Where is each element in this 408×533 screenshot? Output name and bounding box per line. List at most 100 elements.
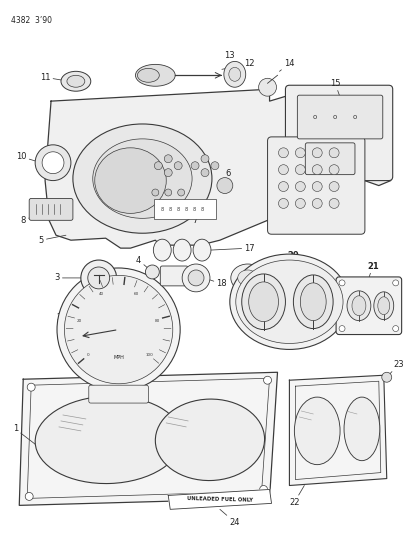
Text: 10: 10 xyxy=(16,152,41,163)
Circle shape xyxy=(164,155,172,163)
Text: 8: 8 xyxy=(193,207,195,212)
Text: 4382  3’90: 4382 3’90 xyxy=(11,15,52,25)
Circle shape xyxy=(211,161,219,169)
Ellipse shape xyxy=(374,292,394,320)
Circle shape xyxy=(154,161,162,169)
Ellipse shape xyxy=(173,239,191,261)
FancyBboxPatch shape xyxy=(286,85,393,181)
Circle shape xyxy=(279,165,288,175)
Circle shape xyxy=(64,276,173,384)
Circle shape xyxy=(329,198,339,208)
Circle shape xyxy=(312,165,322,175)
Text: 20: 20 xyxy=(288,251,299,268)
Text: 12: 12 xyxy=(222,59,255,69)
Circle shape xyxy=(295,182,305,191)
Text: 19: 19 xyxy=(259,255,290,268)
Circle shape xyxy=(329,165,339,175)
Text: 22: 22 xyxy=(289,486,304,507)
Ellipse shape xyxy=(295,397,340,465)
Ellipse shape xyxy=(137,68,159,82)
Circle shape xyxy=(177,189,185,196)
Ellipse shape xyxy=(231,264,264,292)
Circle shape xyxy=(188,270,204,286)
Text: 15: 15 xyxy=(330,79,340,97)
Text: 24: 24 xyxy=(220,510,240,527)
Text: 13: 13 xyxy=(224,51,235,67)
Ellipse shape xyxy=(95,148,166,213)
Ellipse shape xyxy=(236,260,343,343)
Text: 8: 8 xyxy=(184,207,188,212)
Ellipse shape xyxy=(224,61,246,87)
Text: 17: 17 xyxy=(210,244,255,253)
Ellipse shape xyxy=(293,275,333,328)
Circle shape xyxy=(152,189,159,196)
Circle shape xyxy=(312,198,322,208)
Circle shape xyxy=(279,198,288,208)
FancyBboxPatch shape xyxy=(89,385,149,403)
Text: 60: 60 xyxy=(133,292,139,296)
Circle shape xyxy=(382,372,392,382)
FancyBboxPatch shape xyxy=(154,199,216,219)
Text: 80: 80 xyxy=(155,319,160,323)
Circle shape xyxy=(88,267,110,289)
Ellipse shape xyxy=(300,283,326,321)
Ellipse shape xyxy=(344,397,380,461)
Ellipse shape xyxy=(67,75,85,87)
FancyBboxPatch shape xyxy=(297,95,383,139)
Circle shape xyxy=(295,148,305,158)
Ellipse shape xyxy=(153,239,171,261)
Text: 100: 100 xyxy=(145,353,153,357)
Circle shape xyxy=(295,165,305,175)
Text: 16: 16 xyxy=(330,156,364,165)
Ellipse shape xyxy=(35,396,182,483)
Circle shape xyxy=(279,182,288,191)
Text: UNLEADED FUEL ONLY: UNLEADED FUEL ONLY xyxy=(187,496,253,503)
Text: 23: 23 xyxy=(387,360,404,377)
FancyBboxPatch shape xyxy=(29,198,73,220)
Text: 20: 20 xyxy=(77,319,82,323)
FancyBboxPatch shape xyxy=(160,266,188,286)
Ellipse shape xyxy=(249,282,279,321)
Circle shape xyxy=(339,280,345,286)
Circle shape xyxy=(81,260,117,296)
FancyBboxPatch shape xyxy=(305,143,355,175)
Circle shape xyxy=(57,268,180,391)
Text: 21: 21 xyxy=(367,262,379,278)
Circle shape xyxy=(329,148,339,158)
Ellipse shape xyxy=(229,67,241,81)
Text: 2: 2 xyxy=(56,313,81,328)
Text: 11: 11 xyxy=(40,73,69,82)
Text: 8: 8 xyxy=(20,209,51,225)
Ellipse shape xyxy=(61,71,91,91)
Ellipse shape xyxy=(238,270,257,286)
Text: 8: 8 xyxy=(161,207,164,212)
Ellipse shape xyxy=(193,239,211,261)
Ellipse shape xyxy=(93,139,192,219)
Circle shape xyxy=(201,168,209,176)
Ellipse shape xyxy=(73,124,212,233)
Text: 0: 0 xyxy=(86,353,89,357)
Circle shape xyxy=(42,152,64,174)
Ellipse shape xyxy=(155,399,264,481)
Circle shape xyxy=(312,148,322,158)
Text: 1: 1 xyxy=(13,424,41,449)
Ellipse shape xyxy=(378,297,390,314)
Circle shape xyxy=(182,264,210,292)
Ellipse shape xyxy=(352,296,366,316)
Text: 18: 18 xyxy=(204,278,227,288)
Circle shape xyxy=(174,161,182,169)
Text: 3: 3 xyxy=(54,273,91,282)
Text: o: o xyxy=(313,114,317,120)
Circle shape xyxy=(25,492,33,500)
Circle shape xyxy=(312,182,322,191)
Circle shape xyxy=(145,265,159,279)
Text: 40: 40 xyxy=(98,292,104,296)
Circle shape xyxy=(164,168,172,176)
Ellipse shape xyxy=(230,254,349,350)
Circle shape xyxy=(259,78,277,96)
Circle shape xyxy=(295,198,305,208)
Text: 14: 14 xyxy=(279,59,295,71)
Circle shape xyxy=(259,486,268,494)
Circle shape xyxy=(329,182,339,191)
Text: 8: 8 xyxy=(169,207,172,212)
